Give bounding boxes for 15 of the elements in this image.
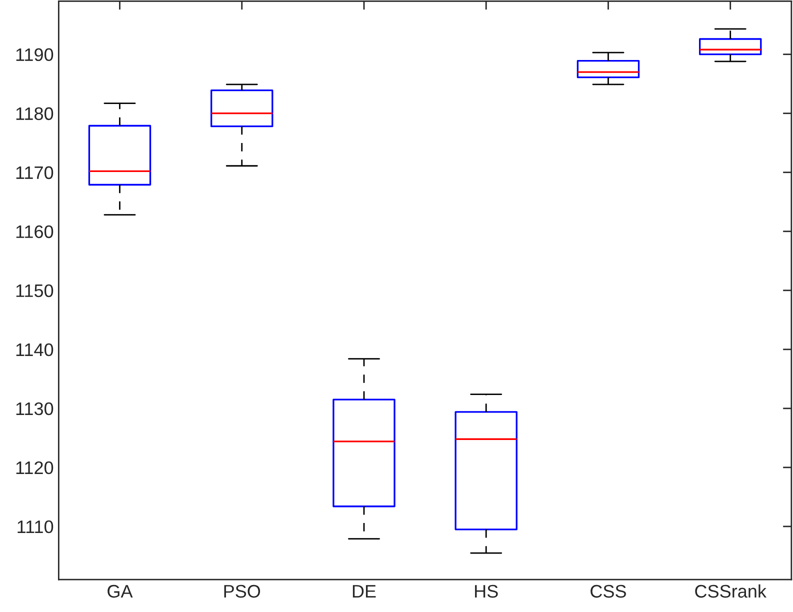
x-tick-label: PSO bbox=[224, 584, 260, 598]
x-tick-label: CSSrank bbox=[695, 584, 767, 598]
x-tick-label: CSS bbox=[590, 584, 626, 598]
x-tick-label: DE bbox=[352, 585, 376, 598]
y-tick-label: 1140 bbox=[16, 343, 54, 356]
x-tick-label: HS bbox=[475, 584, 498, 598]
y-tick-label: 1110 bbox=[18, 520, 54, 534]
x-tick-label: GA bbox=[108, 584, 133, 598]
y-tick-label: 1190 bbox=[16, 48, 54, 62]
y-tick-label: 1130 bbox=[16, 402, 54, 416]
y-tick-label: 1180 bbox=[16, 107, 54, 120]
y-tick-label: 1120 bbox=[16, 461, 54, 474]
y-tick-label: 1170 bbox=[16, 166, 54, 180]
y-tick-label: 1160 bbox=[16, 225, 54, 238]
y-tick-label: 1150 bbox=[16, 284, 54, 298]
